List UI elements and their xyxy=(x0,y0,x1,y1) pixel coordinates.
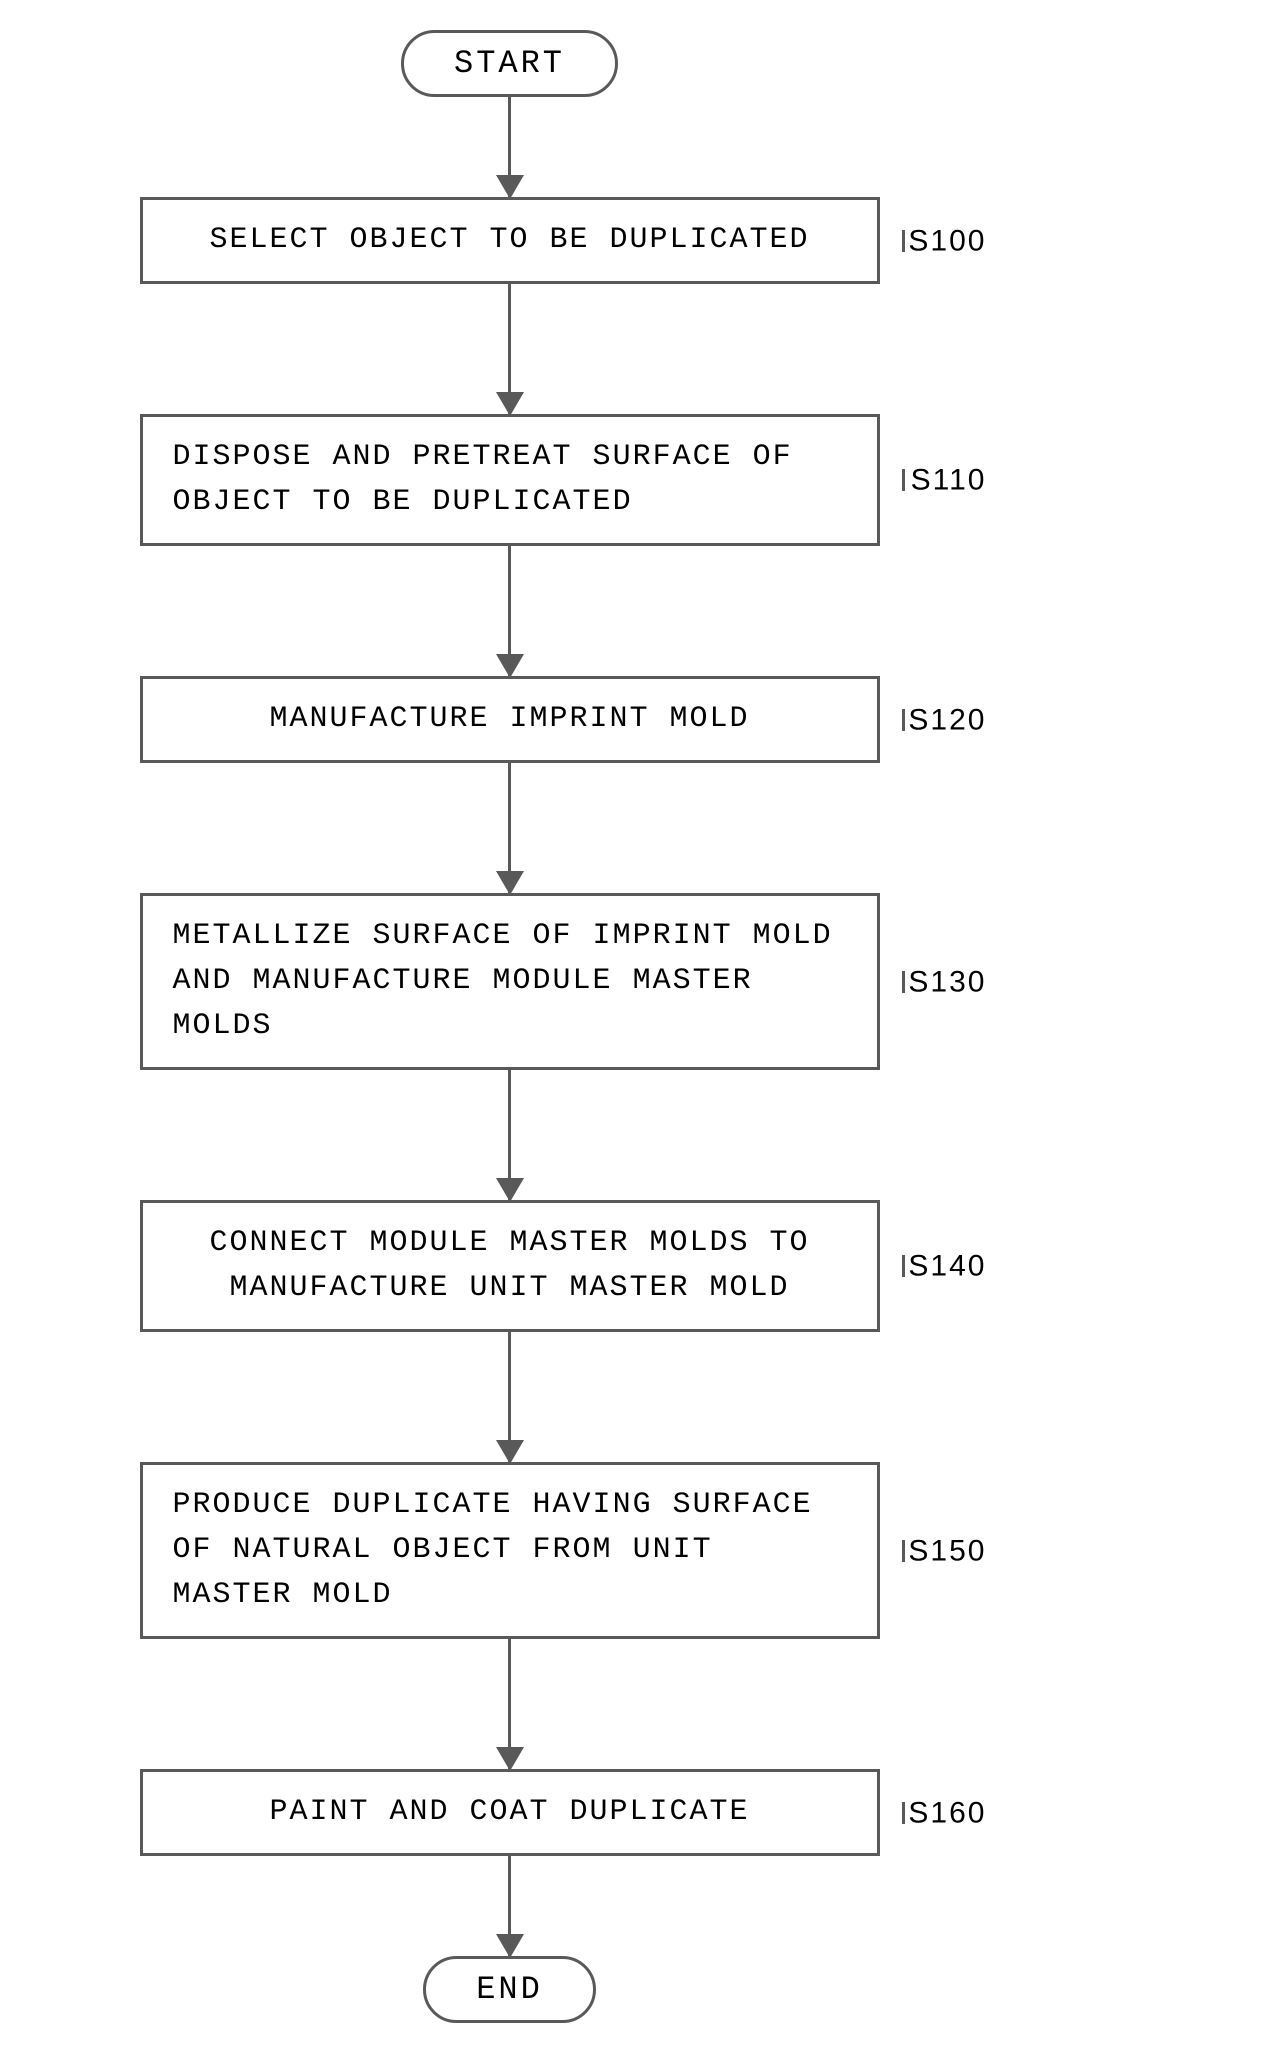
arrow-line-5 xyxy=(508,1332,511,1462)
step-label-s120: S120 xyxy=(908,697,986,742)
arrow-line-2 xyxy=(508,546,511,676)
connector-s120 xyxy=(902,709,905,731)
step-label-s150: S150 xyxy=(908,1528,986,1573)
arrow-0 xyxy=(140,97,880,197)
process-text-s110: DISPOSE AND PRETREAT SURFACE OF OBJECT T… xyxy=(173,440,793,519)
process-step-s110: DISPOSE AND PRETREAT SURFACE OF OBJECT T… xyxy=(140,414,880,546)
step-label-s130: S130 xyxy=(908,959,986,1004)
terminal-start-wrapper: START xyxy=(140,30,880,97)
arrow-6 xyxy=(140,1639,880,1769)
step-label-s140: S140 xyxy=(908,1244,986,1289)
arrow-5 xyxy=(140,1332,880,1462)
process-step-s130: METALLIZE SURFACE OF IMPRINT MOLD AND MA… xyxy=(140,893,880,1070)
process-text-s130: METALLIZE SURFACE OF IMPRINT MOLD AND MA… xyxy=(173,919,833,1043)
arrow-line-4 xyxy=(508,1070,511,1200)
connector-s140 xyxy=(902,1255,905,1277)
step-label-s110: S110 xyxy=(911,458,987,503)
arrow-line-3 xyxy=(508,763,511,893)
arrow-3 xyxy=(140,763,880,893)
arrow-line-1 xyxy=(508,284,511,414)
arrow-1 xyxy=(140,284,880,414)
process-text-s100: SELECT OBJECT TO BE DUPLICATED xyxy=(209,223,809,257)
connector-s130 xyxy=(902,971,905,993)
terminal-end-wrapper: END xyxy=(140,1956,880,2023)
connector-s160 xyxy=(902,1802,905,1824)
arrow-7 xyxy=(140,1856,880,1956)
arrow-line-7 xyxy=(508,1856,511,1956)
connector-s100 xyxy=(902,230,905,252)
arrow-line-6 xyxy=(508,1639,511,1769)
process-step-s160: PAINT AND COAT DUPLICATE S160 xyxy=(140,1769,880,1856)
terminal-start: START xyxy=(401,30,618,97)
process-text-s120: MANUFACTURE IMPRINT MOLD xyxy=(269,702,749,736)
arrow-line-0 xyxy=(508,97,511,197)
process-text-s160: PAINT AND COAT DUPLICATE xyxy=(269,1795,749,1829)
process-step-s120: MANUFACTURE IMPRINT MOLD S120 xyxy=(140,676,880,763)
process-text-s140: CONNECT MODULE MASTER MOLDS TO MANUFACTU… xyxy=(209,1226,809,1305)
process-step-s140: CONNECT MODULE MASTER MOLDS TO MANUFACTU… xyxy=(140,1200,880,1332)
process-step-s100: SELECT OBJECT TO BE DUPLICATED S100 xyxy=(140,197,880,284)
process-step-s150: PRODUCE DUPLICATE HAVING SURFACE OF NATU… xyxy=(140,1462,880,1639)
process-text-s150: PRODUCE DUPLICATE HAVING SURFACE OF NATU… xyxy=(173,1488,813,1612)
step-label-s160: S160 xyxy=(908,1790,986,1835)
arrow-2 xyxy=(140,546,880,676)
step-label-s100: S100 xyxy=(908,218,986,263)
connector-s150 xyxy=(902,1540,905,1562)
connector-s110 xyxy=(902,469,905,491)
flowchart-container: START SELECT OBJECT TO BE DUPLICATED S10… xyxy=(140,30,1140,2023)
arrow-4 xyxy=(140,1070,880,1200)
terminal-end: END xyxy=(423,1956,596,2023)
